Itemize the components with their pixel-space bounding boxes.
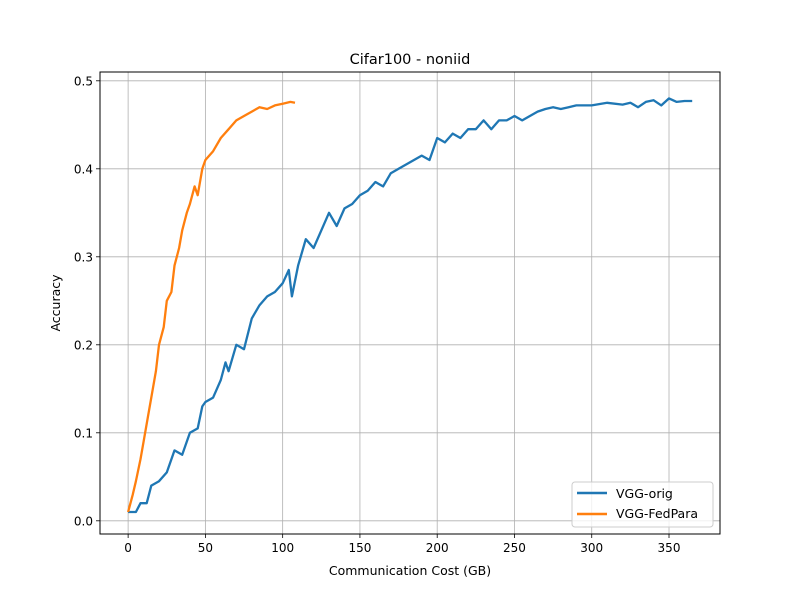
y-tick-label: 0.1 <box>74 426 93 440</box>
legend-label-vgg-fedpara: VGG-FedPara <box>616 506 698 521</box>
series-lines <box>126 97 693 514</box>
series-line-vgg-fedpara <box>126 100 296 513</box>
x-tick-label: 250 <box>503 541 526 555</box>
y-tick-label: 0.0 <box>74 514 93 528</box>
y-tick-label: 0.3 <box>74 250 93 264</box>
x-tick-label: 100 <box>271 541 294 555</box>
x-tick-label: 200 <box>426 541 449 555</box>
x-tick-label: 350 <box>658 541 681 555</box>
chart-title: Cifar100 - noniid <box>350 52 471 68</box>
legend: VGG-orig VGG-FedPara <box>571 481 714 528</box>
x-axis-label: Communication Cost (GB) <box>329 563 491 578</box>
legend-label-vgg-orig: VGG-orig <box>616 486 673 501</box>
y-tick-label: 0.2 <box>74 338 93 352</box>
x-tick-label: 300 <box>580 541 603 555</box>
axes-frame <box>99 71 721 535</box>
x-tick-label: 150 <box>348 541 371 555</box>
ticks: 0 50 100 150 200 250 300 350 0.0 0.1 0.2 0.3 0.4 0.5 <box>74 74 681 555</box>
y-tick-label: 0.5 <box>74 74 93 88</box>
x-tick-label: 0 <box>124 541 132 555</box>
grid <box>100 72 720 534</box>
legend-box <box>571 481 714 528</box>
y-axis-label: Accuracy <box>48 274 63 332</box>
series-line-vgg-orig <box>128 97 693 514</box>
y-tick-label: 0.4 <box>74 162 93 176</box>
x-tick-label: 50 <box>198 541 213 555</box>
